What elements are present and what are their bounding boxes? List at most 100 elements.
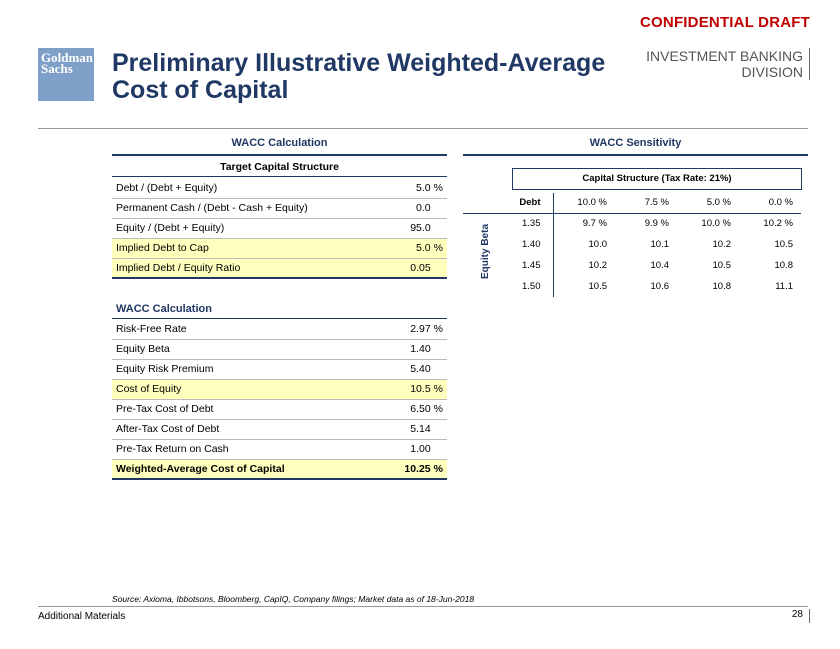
sensitivity-cell: 10.5 [774,239,794,250]
row-label: Pre-Tax Return on Cash [112,439,341,460]
row-unit: % [430,399,447,420]
table-row: Pre-Tax Return on Cash 1.00 [112,439,447,460]
row-label: Implied Debt to Cap [112,238,341,259]
sensitivity-cell: 10.0 % [701,218,731,230]
source-note: Source: Axioma, Ibbotsons, Bloomberg, Ca… [112,594,475,604]
row-unit [430,258,447,279]
table-row: Permanent Cash / (Debt - Cash + Equity) … [112,198,447,219]
table-row: Pre-Tax Cost of Debt 6.50 % [112,399,447,420]
page-title: Preliminary Illustrative Weighted-Averag… [112,49,606,104]
row-value: 1.00 [340,439,431,460]
sensitivity-cell: 10.2 % [763,218,793,230]
row-value: 0.0 [340,198,431,219]
row-label: Implied Debt / Equity Ratio [112,258,341,279]
row-label: Equity Risk Premium [112,359,341,380]
beta-value: 1.50 [522,281,541,292]
column-header: 5.0 % [677,193,739,214]
row-label: After-Tax Cost of Debt [112,419,341,440]
row-unit: % [430,238,447,259]
row-label: Weighted-Average Cost of Capital [112,459,341,480]
row-label: Debt / (Debt + Equity) [112,178,341,199]
table-row-highlight: Implied Debt / Equity Ratio 0.05 [112,258,447,279]
division-line-1: INVESTMENT BANKING [646,48,803,64]
row-value: 0.05 [340,258,431,279]
table-row-highlight: Cost of Equity 10.5 % [112,379,447,400]
sensitivity-row: 1.40 10.0 10.1 10.2 10.5 [463,234,801,255]
row-unit: % [430,319,447,340]
sensitivity-cell: 10.1 [650,239,670,250]
column-header: 10.0 % [552,193,615,214]
debt-label: Debt [463,193,553,214]
sensitivity-cell: 10.8 [712,281,732,292]
logo-line-2: Sachs [41,61,73,76]
wacc-calc-rule [112,318,447,319]
table-row: Equity Risk Premium 5.40 [112,359,447,380]
equity-beta-text: Equity Beta [480,223,492,280]
sensitivity-cell: 10.2 [712,239,732,250]
row-label: Risk-Free Rate [112,319,341,340]
table-row-highlight: Implied Debt to Cap 5.0 % [112,238,447,259]
row-value: 2.97 [340,319,431,340]
row-value: 1.40 [340,339,431,360]
sensitivity-header-row: Debt 10.0 % 7.5 % 5.0 % 0.0 % [463,193,801,214]
target-capital-structure-table: Debt / (Debt + Equity) 5.0 % Permanent C… [112,178,447,279]
footer-divider [38,606,808,607]
table-row-total: Weighted-Average Cost of Capital 10.25 % [112,459,447,480]
sensitivity-cell: 9.7 % [552,213,615,234]
row-unit [430,419,447,440]
row-value: 5.0 [340,178,431,199]
table-row: Equity Beta 1.40 [112,339,447,360]
row-value: 95.0 [340,218,431,239]
row-label: Pre-Tax Cost of Debt [112,399,341,420]
table-row: Risk-Free Rate 2.97 % [112,319,447,340]
sensitivity-row: 1.45 10.2 10.4 10.5 10.8 [463,255,801,276]
wacc-calc-subheading: WACC Calculation [116,303,212,315]
row-value: 10.25 [340,459,431,480]
sensitivity-cell: 10.8 [774,260,794,271]
beta-value: 1.45 [522,260,541,271]
division-label: INVESTMENT BANKING DIVISION [646,48,810,80]
row-label: Equity Beta [112,339,341,360]
row-label: Permanent Cash / (Debt - Cash + Equity) [112,198,341,219]
sensitivity-cell: 10.2 [552,255,615,276]
row-unit [430,198,447,219]
row-unit: % [430,178,447,199]
beta-value: 1.40 [522,239,541,250]
sensitivity-cell: 10.0 [552,234,615,255]
sensitivity-row: 1.35 9.7 % 9.9 % 10.0 % 10.2 % [463,213,801,234]
division-line-2: DIVISION [741,64,803,80]
right-heading-rule [463,154,808,156]
sensitivity-cell: 10.4 [650,260,670,271]
table-row: Debt / (Debt + Equity) 5.0 % [112,178,447,199]
sensitivity-row: 1.50 10.5 10.6 10.8 11.1 [463,276,801,297]
table-row: After-Tax Cost of Debt 5.14 [112,419,447,440]
equity-beta-axis-label: Equity Beta [476,218,496,288]
row-unit: % [430,379,447,400]
header-divider [38,128,808,129]
row-unit: % [430,459,447,480]
row-value: 5.40 [340,359,431,380]
wacc-sensitivity-table: Debt 10.0 % 7.5 % 5.0 % 0.0 % 1.35 9.7 %… [463,193,801,297]
row-label: Equity / (Debt + Equity) [112,218,341,239]
column-header: 7.5 % [615,193,677,214]
goldman-sachs-logo: Goldman Sachs [38,48,94,101]
confidential-label: CONFIDENTIAL DRAFT [640,14,810,31]
column-header: 0.0 % [739,193,801,214]
section-label: Additional Materials [38,611,126,622]
beta-value: 1.35 [522,218,541,230]
row-unit [430,218,447,239]
sensitivity-cell: 10.5 [712,260,732,271]
target-capital-structure-heading: Target Capital Structure [112,161,447,177]
sensitivity-cell: 10.5 [552,276,615,297]
row-value: 5.0 [340,238,431,259]
row-value: 10.5 [340,379,431,400]
row-label: Cost of Equity [112,379,341,400]
left-heading-rule [112,154,447,156]
row-value: 6.50 [340,399,431,420]
row-unit [430,359,447,380]
wacc-calculation-heading: WACC Calculation [231,137,328,149]
wacc-calculation-table: Risk-Free Rate 2.97 % Equity Beta 1.40 E… [112,319,447,480]
row-value: 5.14 [340,419,431,440]
sensitivity-cell: 9.9 % [644,218,669,230]
wacc-sensitivity-heading: WACC Sensitivity [589,137,682,149]
